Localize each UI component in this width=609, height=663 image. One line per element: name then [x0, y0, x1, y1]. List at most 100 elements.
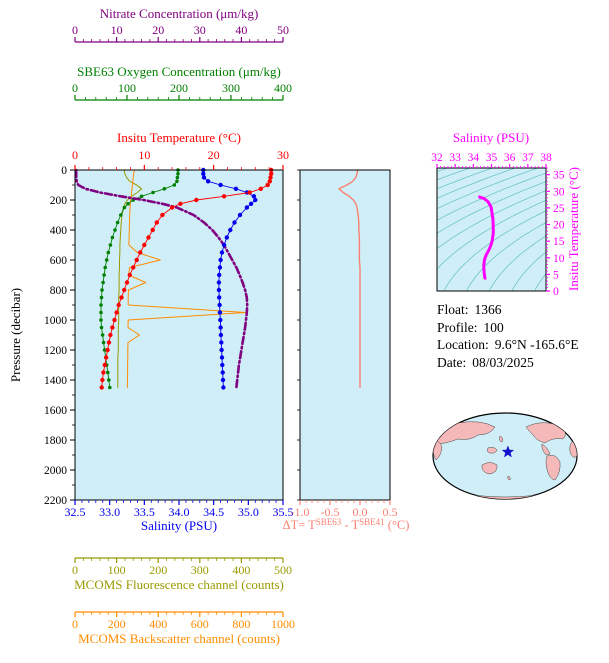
svg-text:0: 0	[72, 81, 78, 95]
svg-text:1400: 1400	[44, 375, 67, 387]
svg-text:36: 36	[504, 152, 516, 164]
svg-text:30: 30	[194, 23, 206, 37]
svg-text:0: 0	[72, 148, 78, 162]
dt-title-sup2: SBE41	[359, 517, 385, 527]
ts-temperature-axis-title: Insitu Temperature (°C)	[566, 167, 581, 291]
ts-plot: 32 33 34 35 36 37 38 0 5 10 15 20 25 30 35	[431, 152, 565, 298]
profile-value: 100	[483, 319, 504, 335]
svg-text:0: 0	[61, 165, 67, 177]
float-id-line: Float: 1366	[437, 301, 579, 319]
svg-text:400: 400	[232, 563, 250, 577]
svg-text:35.0: 35.0	[238, 505, 259, 519]
nitrate-axis-title: Nitrate Concentration (μm/kg)	[99, 6, 259, 21]
svg-text:30: 30	[553, 186, 565, 198]
svg-text:10: 10	[111, 23, 123, 37]
density-contours	[437, 168, 546, 291]
svg-text:34.5: 34.5	[203, 505, 224, 519]
svg-text:25: 25	[553, 203, 565, 215]
svg-text:30: 30	[277, 148, 289, 162]
float-label: Float:	[437, 302, 469, 317]
svg-text:34.0: 34.0	[169, 505, 190, 519]
oxygen-axis-title: SBE63 Oxygen Concentration (μm/kg)	[77, 64, 281, 79]
svg-text:400: 400	[149, 617, 167, 631]
svg-text:100: 100	[118, 81, 136, 95]
svg-text:0: 0	[72, 563, 78, 577]
svg-text:1000: 1000	[44, 315, 67, 327]
svg-text:200: 200	[50, 195, 68, 207]
svg-text:300: 300	[191, 563, 209, 577]
svg-text:0.0: 0.0	[353, 505, 368, 519]
svg-text:0.5: 0.5	[383, 505, 398, 519]
ts-plot-title: Salinity (PSU)	[452, 130, 530, 145]
svg-text:200: 200	[170, 81, 188, 95]
svg-text:35: 35	[553, 170, 565, 182]
salinity-axis-title: Salinity (PSU)	[140, 518, 218, 533]
svg-text:35: 35	[486, 152, 498, 164]
profile-label: Profile:	[437, 319, 478, 335]
svg-text:800: 800	[232, 617, 250, 631]
location-label: Location:	[437, 337, 489, 352]
svg-text:32.5: 32.5	[65, 505, 86, 519]
svg-text:1000: 1000	[271, 617, 295, 631]
svg-text:400: 400	[274, 81, 292, 95]
svg-text:33.0: 33.0	[99, 505, 120, 519]
svg-text:33: 33	[449, 152, 461, 164]
svg-text:10: 10	[553, 253, 565, 265]
svg-text:50: 50	[277, 23, 289, 37]
svg-text:34: 34	[468, 152, 480, 164]
svg-text:20: 20	[208, 148, 220, 162]
fluorescence-axis-title: MCOMS Fluorescence channel (counts)	[74, 577, 284, 592]
date-value: 08/03/2025	[472, 354, 534, 370]
svg-text:1600: 1600	[44, 405, 67, 417]
svg-text:33.5: 33.5	[134, 505, 155, 519]
dt-title-sup1: SBE63	[315, 517, 342, 527]
location-line: Location: 9.6°N -165.6°E	[437, 336, 579, 354]
backscatter-axis-title: MCOMS Backscatter channel (counts)	[78, 631, 280, 646]
date-line: Date: 08/03/2025	[437, 354, 579, 372]
svg-text:32: 32	[431, 152, 443, 164]
profile-plot: 0200400600800100012001400160018002000220…	[44, 23, 295, 631]
location-value: 9.6°N -165.6°E	[494, 337, 579, 352]
dt-title-mid: - T	[341, 518, 360, 532]
svg-text:300: 300	[222, 81, 240, 95]
delta-t-axis-title: ΔT= TSBE63 - TSBE41 (°C)	[282, 517, 410, 533]
svg-text:100: 100	[108, 563, 126, 577]
svg-text:200: 200	[108, 617, 126, 631]
svg-text:20: 20	[152, 23, 164, 37]
svg-text:800: 800	[50, 285, 68, 297]
svg-text:0: 0	[553, 286, 559, 298]
svg-text:1800: 1800	[44, 435, 67, 447]
delta-t-plot: -1.0 -0.5 0.0 0.5	[291, 169, 398, 519]
svg-text:200: 200	[149, 563, 167, 577]
profile-line: Profile: 100	[437, 319, 579, 337]
svg-text:1200: 1200	[44, 345, 67, 357]
svg-text:2200: 2200	[44, 495, 67, 507]
float-value: 1366	[474, 302, 502, 317]
svg-text:-1.0: -1.0	[291, 505, 310, 519]
dt-title-suffix: (°C)	[384, 518, 410, 532]
svg-text:0: 0	[72, 617, 78, 631]
svg-text:37: 37	[522, 152, 534, 164]
world-map	[432, 412, 578, 500]
svg-text:5: 5	[553, 269, 559, 281]
pressure-axis-title: Pressure (decibar)	[8, 287, 23, 383]
svg-text:2000: 2000	[44, 465, 67, 477]
svg-text:20: 20	[553, 220, 565, 232]
svg-text:10: 10	[138, 148, 150, 162]
svg-text:500: 500	[274, 563, 292, 577]
date-label: Date:	[437, 354, 467, 370]
svg-text:600: 600	[50, 255, 68, 267]
svg-text:400: 400	[50, 225, 68, 237]
temperature-axis-title: Insitu Temperature (°C)	[117, 130, 241, 145]
dt-title-prefix: ΔT= T	[282, 518, 316, 532]
svg-text:-0.5: -0.5	[321, 505, 340, 519]
svg-text:35.5: 35.5	[273, 505, 294, 519]
float-location-marker	[501, 445, 515, 458]
svg-text:15: 15	[553, 236, 565, 248]
svg-text:600: 600	[191, 617, 209, 631]
svg-text:38: 38	[540, 152, 552, 164]
svg-text:40: 40	[235, 23, 247, 37]
svg-text:0: 0	[72, 23, 78, 37]
